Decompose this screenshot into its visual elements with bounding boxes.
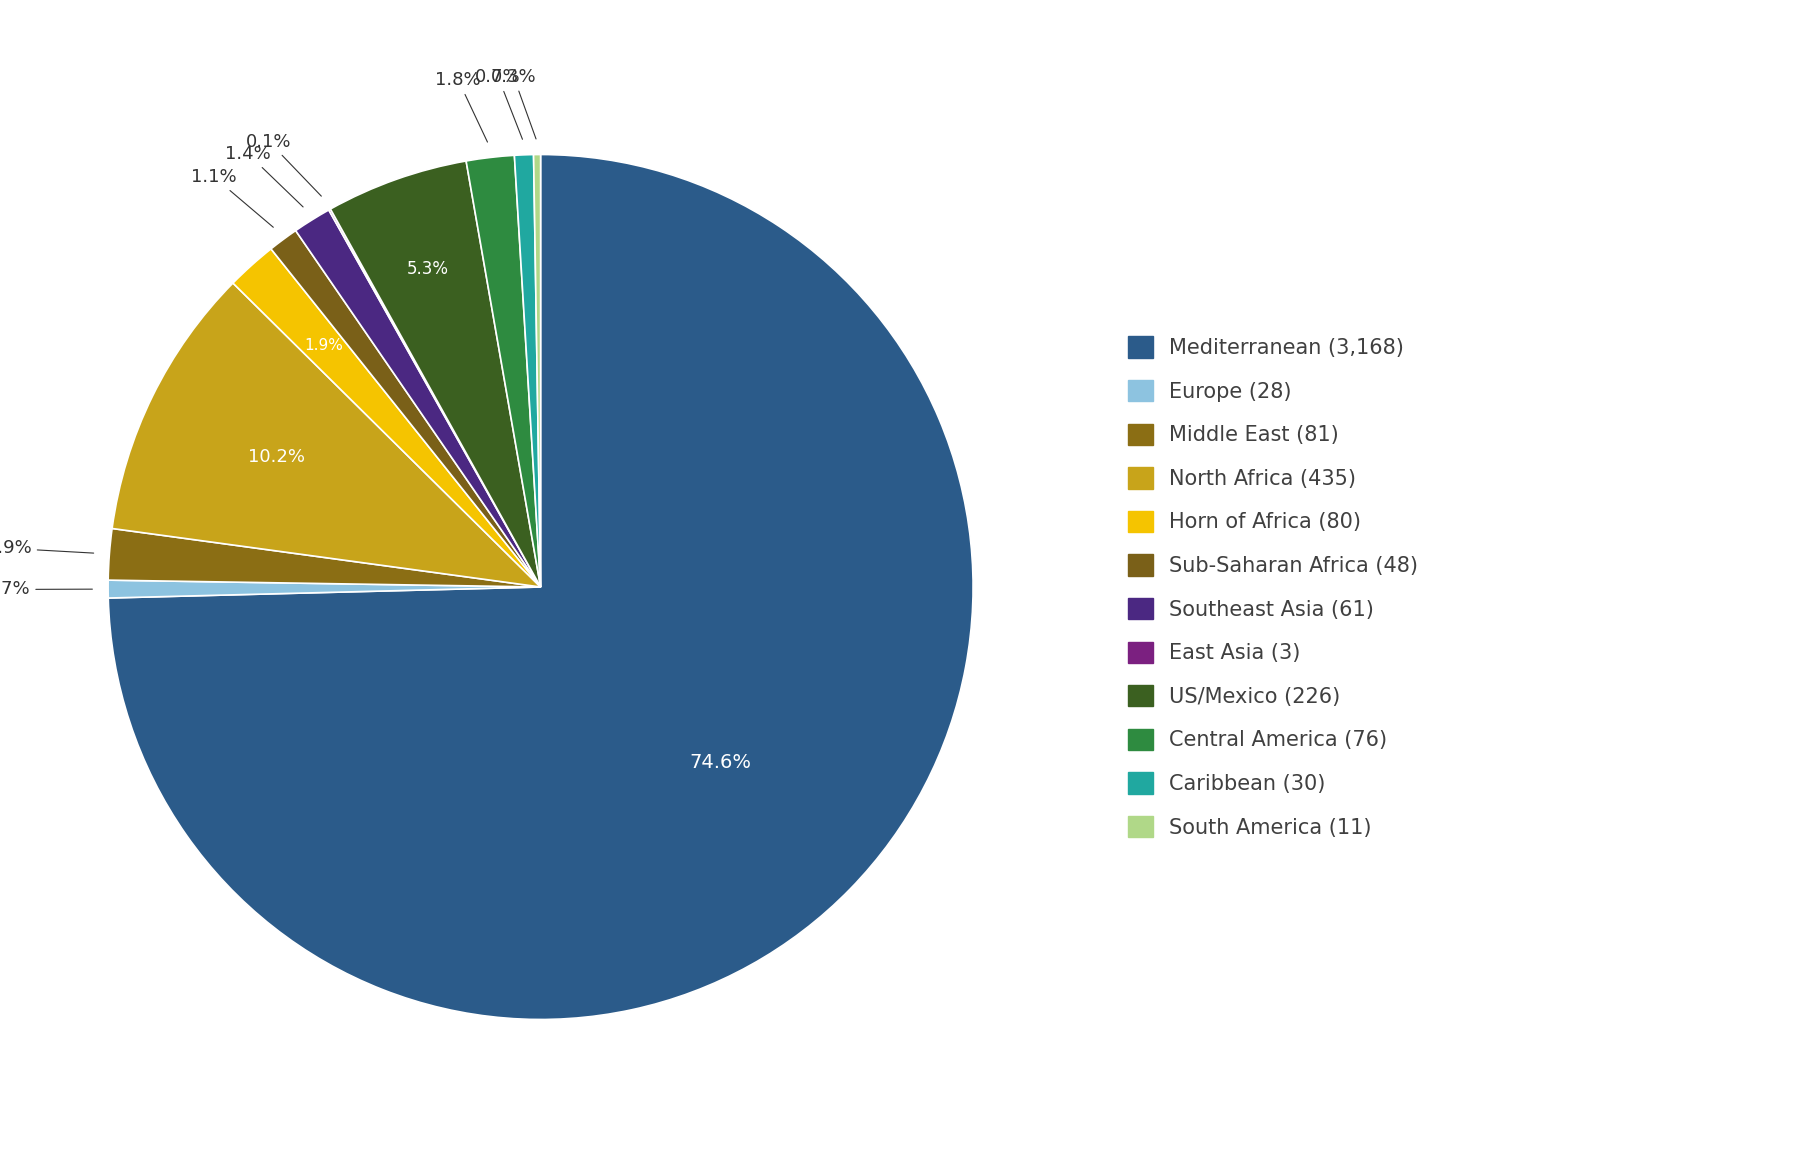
Wedge shape — [270, 230, 541, 587]
Legend: Mediterranean (3,168), Europe (28), Middle East (81), North Africa (435), Horn o: Mediterranean (3,168), Europe (28), Midd… — [1128, 337, 1418, 837]
Wedge shape — [232, 249, 541, 587]
Wedge shape — [467, 155, 541, 587]
Text: 1.8%: 1.8% — [436, 72, 488, 142]
Text: 1.9%: 1.9% — [0, 539, 94, 558]
Text: 5.3%: 5.3% — [407, 259, 449, 278]
Wedge shape — [108, 155, 973, 1019]
Wedge shape — [328, 209, 541, 587]
Text: 1.9%: 1.9% — [305, 338, 342, 353]
Wedge shape — [533, 155, 541, 587]
Wedge shape — [330, 161, 541, 587]
Wedge shape — [296, 210, 541, 587]
Text: 1.4%: 1.4% — [225, 144, 303, 207]
Wedge shape — [108, 528, 541, 587]
Text: 0.7%: 0.7% — [0, 580, 92, 599]
Text: 1.1%: 1.1% — [191, 168, 274, 228]
Text: 0.1%: 0.1% — [247, 133, 321, 196]
Text: 10.2%: 10.2% — [249, 448, 305, 466]
Wedge shape — [514, 155, 541, 587]
Text: 0.7%: 0.7% — [476, 68, 523, 140]
Text: 0.3%: 0.3% — [490, 68, 537, 139]
Wedge shape — [112, 283, 541, 587]
Text: 74.6%: 74.6% — [688, 753, 751, 771]
Wedge shape — [108, 580, 541, 598]
